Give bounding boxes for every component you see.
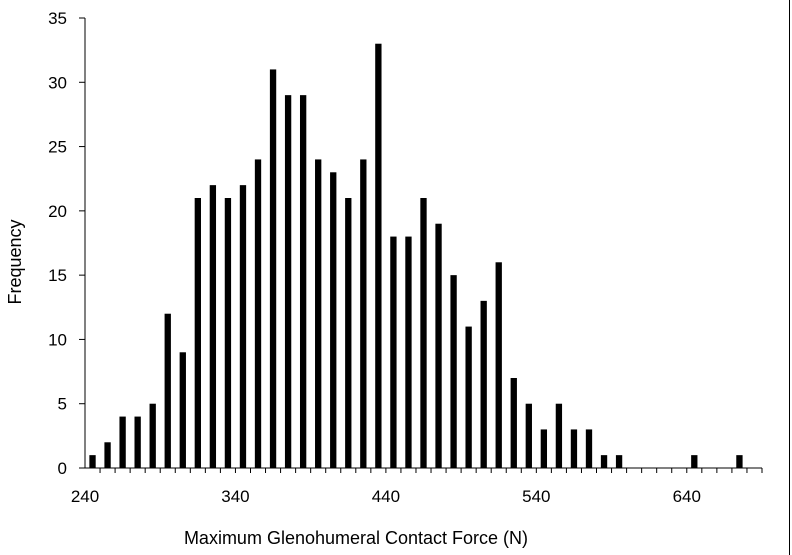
histogram-bar — [736, 455, 743, 468]
bars-group — [89, 43, 743, 469]
histogram-bar — [615, 455, 623, 468]
y-axis-title: Frequency — [5, 219, 25, 304]
histogram-bar — [284, 95, 292, 469]
histogram-bar — [405, 236, 412, 468]
histogram-bar — [450, 275, 457, 468]
y-tick-label: 25 — [48, 138, 67, 157]
histogram-bar — [330, 172, 337, 469]
y-tick-label: 20 — [48, 202, 67, 221]
histogram-bar — [360, 159, 367, 468]
right-frame-border — [789, 0, 790, 555]
histogram-bar — [209, 185, 217, 468]
histogram-bar — [179, 352, 186, 468]
histogram-bar — [435, 223, 442, 468]
histogram-bar — [269, 69, 277, 468]
histogram-bar — [510, 378, 517, 468]
x-tick-label: 540 — [522, 487, 550, 506]
histogram-bar — [194, 198, 201, 468]
y-tick-label: 30 — [48, 73, 67, 92]
histogram-bar — [525, 403, 532, 468]
x-tick-label: 440 — [372, 487, 400, 506]
histogram-bar — [600, 455, 608, 468]
histogram-bar — [420, 198, 427, 468]
histogram-bar — [299, 95, 307, 469]
x-tick-label: 240 — [71, 487, 99, 506]
histogram-bar — [390, 236, 397, 468]
x-tick-label: 340 — [221, 487, 249, 506]
histogram-bar — [89, 455, 96, 468]
histogram-bar — [164, 313, 171, 468]
x-axis-title: Maximum Glenohumeral Contact Force (N) — [184, 528, 528, 548]
histogram-bar — [465, 326, 472, 468]
histogram-bar — [134, 416, 141, 468]
x-axis-ticks: 240 340 440 540 640 — [71, 468, 763, 506]
histogram-bar — [119, 416, 126, 468]
y-axis-ticks: 0 5 10 15 20 25 30 35 — [48, 9, 85, 478]
y-tick-label: 35 — [48, 9, 67, 28]
histogram-bar — [375, 43, 382, 468]
histogram-bar — [254, 159, 262, 468]
histogram-bar — [480, 300, 487, 468]
y-tick-label: 10 — [48, 330, 67, 349]
histogram-bar — [540, 429, 548, 468]
y-tick-label: 5 — [58, 395, 67, 414]
histogram-bar — [239, 185, 247, 468]
histogram-bar — [104, 442, 111, 468]
histogram-bar — [149, 403, 156, 468]
histogram-bar — [495, 262, 502, 468]
histogram-bar — [224, 198, 232, 468]
histogram-bar — [345, 198, 352, 468]
histogram-bar — [315, 159, 322, 468]
y-tick-label: 15 — [48, 266, 67, 285]
histogram-bar — [585, 429, 593, 468]
histogram-bar — [555, 403, 563, 468]
histogram-bar — [691, 455, 698, 468]
y-tick-label: 0 — [58, 459, 67, 478]
x-tick-label: 640 — [673, 487, 701, 506]
histogram-bar — [570, 429, 578, 468]
